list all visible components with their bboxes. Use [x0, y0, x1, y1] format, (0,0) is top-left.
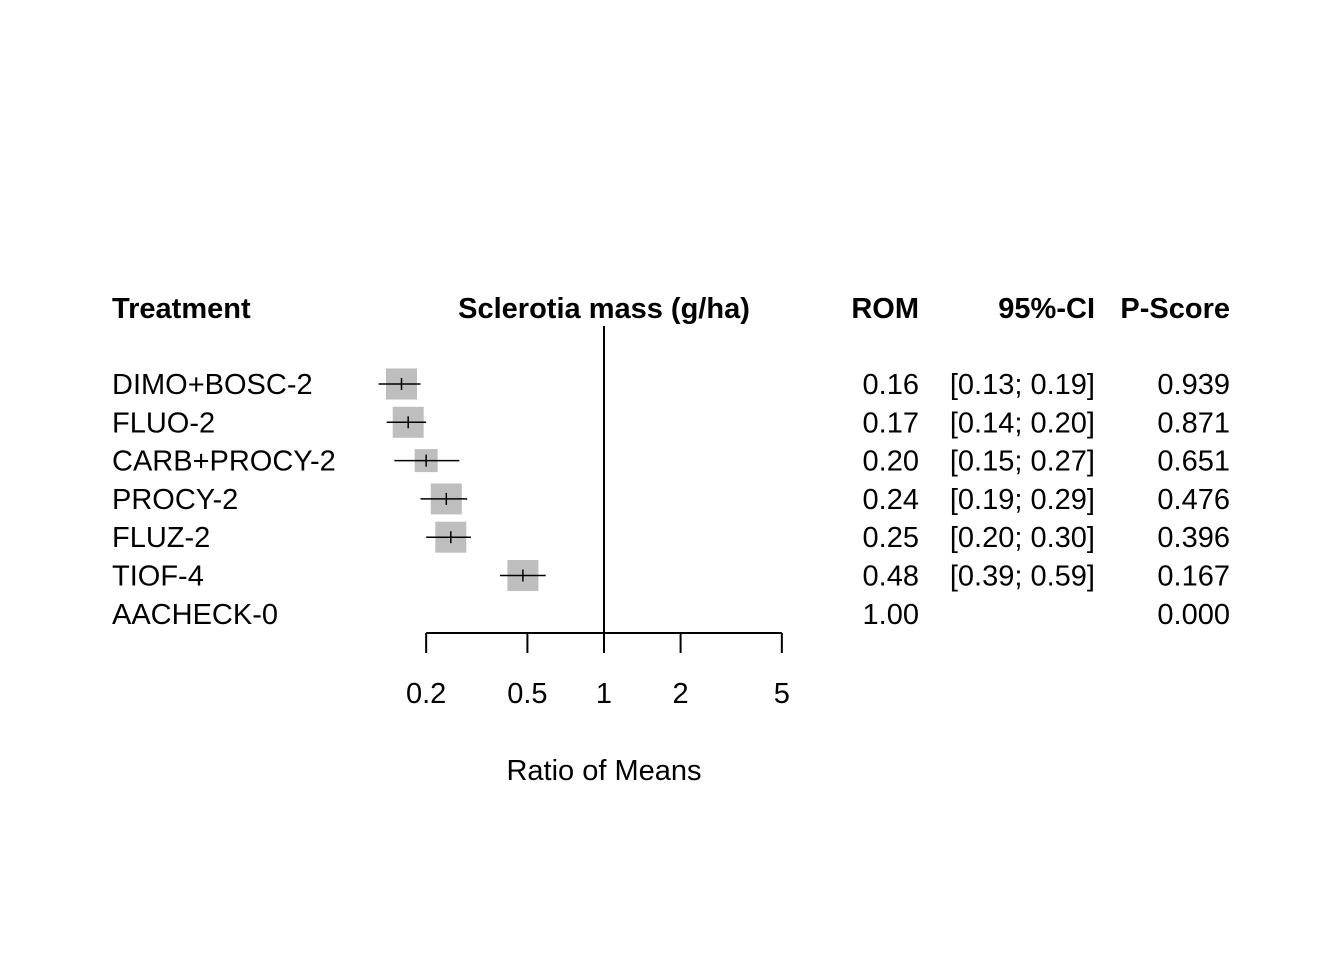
study-row: FLUO-2 0.17 [0.14; 0.20] 0.871	[112, 406, 1230, 439]
ci-value: [0.20; 0.30]	[950, 522, 1095, 554]
pscore-value: 0.939	[1157, 369, 1230, 401]
x-axis: 0.2 0.5 1 2 5	[406, 632, 790, 710]
x-axis-label: Ratio of Means	[506, 755, 701, 787]
treatment-label: PROCY-2	[112, 484, 238, 516]
study-rows: DIMO+BOSC-2 0.16 [0.13; 0.19] 0.939 FLUO-2 0.…	[112, 368, 1230, 631]
study-row: DIMO+BOSC-2 0.16 [0.13; 0.19] 0.939	[112, 368, 1230, 401]
treatment-label: FLUO-2	[112, 407, 215, 439]
rom-value: 0.20	[863, 446, 919, 478]
header-pscore: P-Score	[1120, 293, 1230, 325]
rom-value: 1.00	[863, 599, 919, 631]
x-tick-label: 0.2	[406, 678, 446, 710]
ci-value: [0.39; 0.59]	[950, 561, 1095, 593]
treatment-label: DIMO+BOSC-2	[112, 369, 313, 401]
treatment-label: FLUZ-2	[112, 522, 210, 554]
pscore-value: 0.396	[1157, 522, 1230, 554]
ci-value: [0.14; 0.20]	[950, 407, 1095, 439]
study-row: AACHECK-0 1.00 0.000	[112, 599, 1230, 631]
study-row: PROCY-2 0.24 [0.19; 0.29] 0.476	[112, 483, 1230, 516]
header-ci: 95%-CI	[998, 293, 1095, 325]
header-treatment: Treatment	[112, 293, 251, 325]
header-row: Treatment Sclerotia mass (g/ha) ROM 95%-…	[112, 293, 1230, 325]
x-tick-label: 5	[774, 678, 790, 710]
rom-value: 0.16	[863, 369, 919, 401]
pscore-value: 0.651	[1157, 446, 1230, 478]
ci-value: [0.19; 0.29]	[950, 484, 1095, 516]
rom-value: 0.25	[863, 522, 919, 554]
rom-value: 0.17	[863, 407, 919, 439]
pscore-value: 0.167	[1157, 561, 1230, 593]
treatment-label: CARB+PROCY-2	[112, 446, 336, 478]
pscore-value: 0.000	[1157, 599, 1230, 631]
header-rom: ROM	[851, 293, 919, 325]
treatment-label: AACHECK-0	[112, 599, 278, 631]
x-tick-label: 0.5	[507, 678, 547, 710]
treatment-label: TIOF-4	[112, 561, 204, 593]
rom-value: 0.24	[863, 484, 919, 516]
study-row: CARB+PROCY-2 0.20 [0.15; 0.27] 0.651	[112, 446, 1230, 478]
pscore-value: 0.871	[1157, 407, 1230, 439]
study-row: TIOF-4 0.48 [0.39; 0.59] 0.167	[112, 560, 1230, 593]
study-row: FLUZ-2 0.25 [0.20; 0.30] 0.396	[112, 521, 1230, 554]
pscore-value: 0.476	[1157, 484, 1230, 516]
ci-value: [0.15; 0.27]	[950, 446, 1095, 478]
header-effect: Sclerotia mass (g/ha)	[458, 293, 750, 325]
ci-value: [0.13; 0.19]	[950, 369, 1095, 401]
x-tick-label: 2	[673, 678, 689, 710]
rom-value: 0.48	[863, 561, 919, 593]
x-tick-label: 1	[596, 678, 612, 710]
